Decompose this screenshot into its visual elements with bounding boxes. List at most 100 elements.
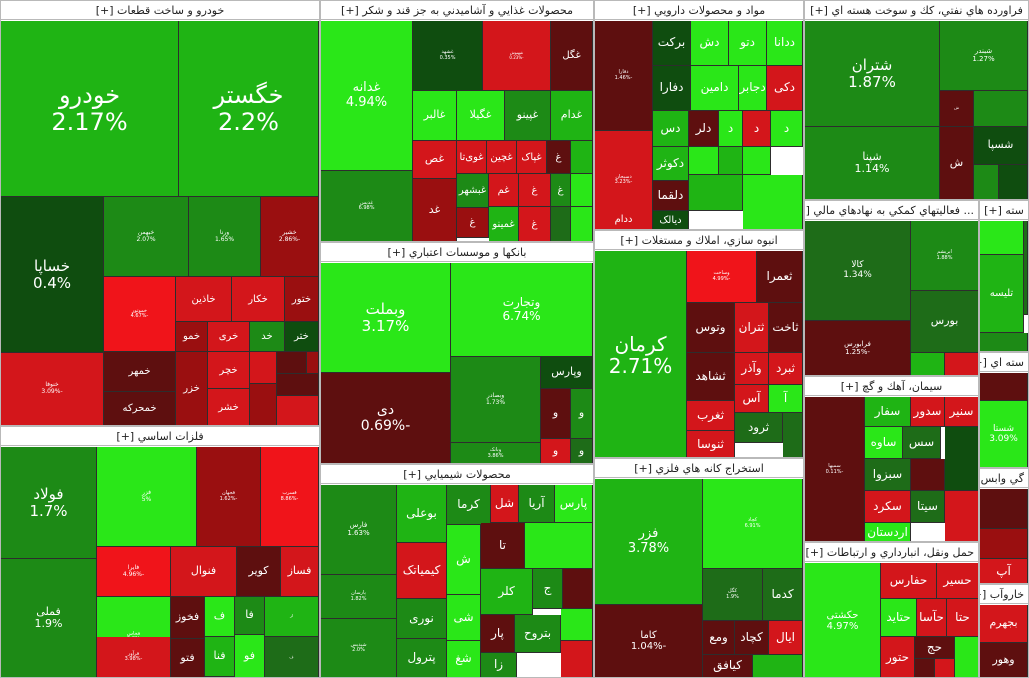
stock-tile[interactable] bbox=[999, 165, 1028, 199]
stock-tile[interactable]: دامین bbox=[691, 66, 739, 111]
stock-tile[interactable] bbox=[563, 569, 593, 609]
stock-tile[interactable]: پترول bbox=[397, 639, 447, 677]
stock-tile[interactable]: خشر bbox=[208, 389, 250, 425]
stock-tile[interactable]: ددام bbox=[595, 210, 653, 229]
stock-tile[interactable]: کویر bbox=[237, 547, 281, 597]
stock-tile[interactable]: ثاخت bbox=[769, 303, 803, 353]
stock-tile[interactable]: فتو bbox=[171, 639, 205, 677]
stock-tile[interactable] bbox=[689, 175, 743, 211]
stock-tile[interactable] bbox=[277, 352, 307, 374]
stock-tile[interactable]: دیالک bbox=[653, 211, 689, 229]
stock-tile[interactable]: فارس 1.63% bbox=[321, 485, 397, 575]
stock-tile[interactable]: سنیر bbox=[945, 397, 978, 427]
stock-tile[interactable]: ثرود bbox=[735, 413, 783, 443]
stock-tile[interactable] bbox=[571, 207, 593, 241]
stock-tile[interactable]: کرما bbox=[447, 485, 491, 525]
stock-tile[interactable]: فجهان -1.62% bbox=[197, 447, 261, 547]
stock-tile[interactable]: خمحرکه bbox=[104, 392, 176, 425]
stock-tile[interactable]: تا bbox=[481, 523, 525, 569]
stock-tile[interactable]: کلر bbox=[481, 569, 533, 615]
stock-tile[interactable]: وپارس bbox=[541, 357, 593, 389]
stock-tile[interactable]: غبهنوش -0.23% bbox=[483, 21, 551, 91]
stock-tile[interactable] bbox=[945, 427, 978, 491]
stock-tile[interactable]: خد bbox=[250, 322, 285, 352]
stock-tile[interactable]: غچین bbox=[487, 141, 517, 174]
sector-title-button[interactable]: خاروآب [+] bbox=[980, 585, 1028, 604]
stock-tile[interactable] bbox=[525, 523, 593, 569]
stock-tile[interactable]: وبانک 3.86% bbox=[451, 443, 541, 463]
stock-tile[interactable]: فا bbox=[235, 597, 265, 635]
stock-tile[interactable]: خساپا 0.4% bbox=[1, 197, 104, 353]
stock-tile[interactable]: فملی 1.9% bbox=[1, 559, 97, 677]
stock-tile[interactable]: وساخت -4.99% bbox=[687, 251, 757, 303]
stock-tile[interactable]: شسپا bbox=[974, 127, 1028, 165]
stock-tile[interactable]: و bbox=[541, 439, 571, 463]
stock-tile[interactable]: ثشاهد bbox=[687, 353, 735, 401]
stock-tile[interactable] bbox=[935, 659, 955, 677]
stock-tile[interactable]: ش bbox=[447, 525, 481, 595]
stock-tile[interactable]: غدام bbox=[551, 91, 593, 141]
stock-tile[interactable]: کچاد bbox=[735, 621, 769, 655]
sector-title-button[interactable]: ... فعاليتهاي كمكي به نهادهاي مالي [+] bbox=[805, 201, 978, 220]
stock-tile[interactable]: کگل 1.9% bbox=[703, 569, 763, 621]
stock-tile[interactable]: سس bbox=[903, 427, 941, 459]
sector-title-button[interactable]: سته اي [+] bbox=[980, 353, 1028, 372]
stock-tile[interactable]: بجهرم bbox=[980, 605, 1028, 643]
stock-tile[interactable]: و bbox=[571, 389, 593, 439]
stock-tile[interactable]: دفارا bbox=[653, 66, 691, 111]
stock-tile[interactable]: کاما -1.04% bbox=[595, 605, 703, 677]
stock-tile[interactable]: خاذین bbox=[176, 277, 232, 322]
stock-tile[interactable]: غدیس 6.98% bbox=[321, 171, 413, 241]
stock-tile[interactable]: د bbox=[743, 111, 771, 147]
stock-tile[interactable]: ایال bbox=[769, 621, 803, 655]
stock-tile[interactable]: غگیلا bbox=[457, 91, 505, 141]
stock-tile[interactable]: ثعمرا bbox=[757, 251, 803, 303]
sector-title-button[interactable]: استخراج كانه هاي فلزي [+] bbox=[595, 459, 803, 478]
stock-tile[interactable] bbox=[945, 491, 978, 541]
stock-tile[interactable] bbox=[980, 529, 1028, 559]
stock-tile[interactable]: دکوثر bbox=[653, 147, 689, 181]
sector-title-button[interactable]: سيمان، آهك و گچ [+] bbox=[805, 377, 978, 396]
stock-tile[interactable] bbox=[277, 396, 319, 425]
stock-tile[interactable]: غ bbox=[457, 208, 489, 238]
stock-tile[interactable]: آریا bbox=[519, 485, 555, 523]
stock-tile[interactable]: فنا bbox=[205, 637, 235, 677]
stock-tile[interactable]: ثبرد bbox=[769, 353, 803, 385]
stock-tile[interactable]: پار bbox=[481, 615, 515, 653]
stock-tile[interactable]: دش bbox=[691, 21, 729, 66]
stock-tile[interactable]: غشهد 0.35% bbox=[413, 21, 483, 91]
sector-title-button[interactable]: فلزات اساسي [+] bbox=[1, 427, 319, 446]
stock-tile[interactable]: ختر bbox=[285, 322, 319, 352]
stock-tile[interactable]: شغ bbox=[447, 641, 481, 677]
stock-tile[interactable]: وتجارت 6.74% bbox=[451, 263, 593, 357]
stock-tile[interactable]: دلقما bbox=[653, 181, 689, 211]
stock-tile[interactable]: حفارس bbox=[881, 563, 937, 599]
stock-tile[interactable]: شستا 3.09% bbox=[980, 401, 1028, 467]
stock-tile[interactable]: غ bbox=[519, 174, 551, 207]
stock-tile[interactable]: فایرا -4.96% bbox=[97, 547, 171, 597]
stock-tile[interactable] bbox=[911, 353, 945, 375]
stock-tile[interactable]: ابریشم 1.88% bbox=[911, 221, 978, 291]
stock-tile[interactable] bbox=[571, 141, 593, 174]
sector-title-button[interactable]: فراورده هاي نفتي، كك و سوخت هسته اي [+] bbox=[805, 1, 1028, 20]
stock-tile[interactable]: خموتور -4.67% bbox=[104, 277, 176, 352]
stock-tile[interactable] bbox=[689, 147, 719, 175]
stock-tile[interactable]: آپ bbox=[980, 559, 1028, 583]
stock-tile[interactable]: شبندر 1.27% bbox=[940, 21, 1028, 91]
stock-tile[interactable]: غدانه 4.94% bbox=[321, 21, 413, 171]
stock-tile[interactable]: ش bbox=[940, 91, 974, 127]
stock-tile[interactable] bbox=[974, 91, 1028, 127]
stock-tile[interactable]: اردستان bbox=[865, 523, 911, 541]
stock-tile[interactable]: و bbox=[571, 439, 593, 463]
stock-tile[interactable]: د bbox=[719, 111, 743, 147]
stock-tile[interactable]: خگستر 2.2% bbox=[179, 21, 319, 197]
stock-tile[interactable]: خری bbox=[208, 322, 250, 352]
stock-tile[interactable]: ختور bbox=[285, 277, 319, 322]
stock-tile[interactable]: شل bbox=[491, 485, 519, 523]
stock-tile[interactable] bbox=[561, 609, 593, 641]
stock-tile[interactable]: فو bbox=[235, 635, 265, 677]
stock-tile[interactable]: سدور bbox=[911, 397, 945, 427]
stock-tile[interactable]: آ bbox=[769, 385, 803, 413]
stock-tile[interactable]: دس bbox=[653, 111, 689, 147]
stock-tile[interactable]: غوی‌تا bbox=[457, 141, 487, 174]
